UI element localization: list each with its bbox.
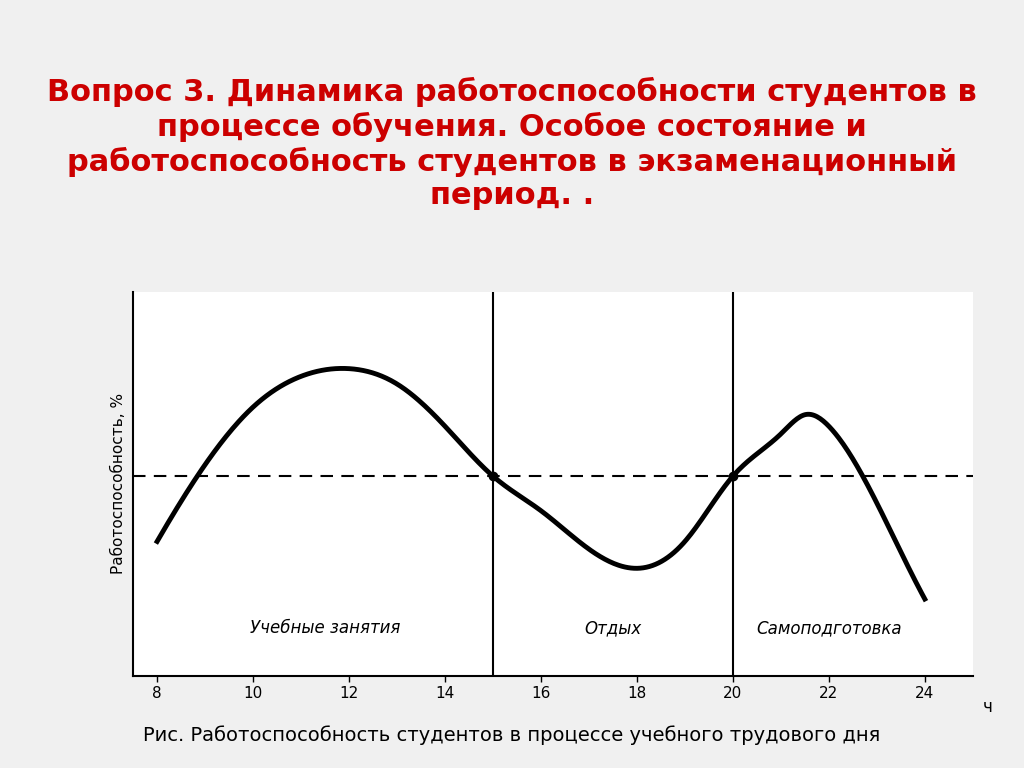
- Text: ч: ч: [982, 697, 992, 716]
- Text: Отдых: Отдых: [585, 620, 642, 637]
- Text: Учебные занятия: Учебные занятия: [250, 620, 400, 637]
- Text: Рис. Работоспособность студентов в процессе учебного трудового дня: Рис. Работоспособность студентов в проце…: [143, 725, 881, 745]
- Text: Вопрос 3. Динамика работоспособности студентов в
процессе обучения. Особое состо: Вопрос 3. Динамика работоспособности сту…: [47, 77, 977, 210]
- Text: Самоподготовка: Самоподготовка: [756, 620, 902, 637]
- Y-axis label: Работоспособность, %: Работоспособность, %: [111, 393, 126, 574]
